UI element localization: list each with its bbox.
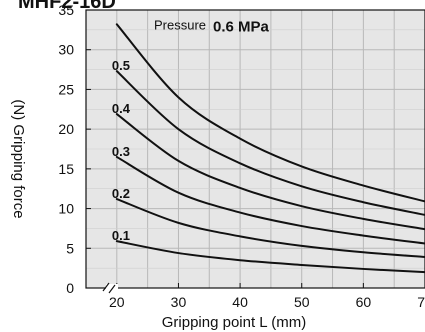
series-lines [115,23,425,274]
x-tick-label: 70 [417,294,425,310]
pressure-label: Pressure [154,17,206,32]
y-tick-label: 25 [58,81,74,97]
y-tick-label: 10 [58,201,74,217]
y-tick-label: 0 [66,280,74,296]
series-line-2 [115,155,425,245]
pressure-value-label: 0.6 MPa [213,18,270,35]
y-tick-label: 35 [58,2,74,18]
y-axis-title: (N) Gripping force [10,99,27,218]
series-labels: 0.1 0.2 0.3 0.4 0.5 Pressure 0.6 MPa [112,17,270,243]
tick-labels: 0 5 10 15 20 25 30 35 20 30 40 50 60 70 [58,2,425,310]
x-tick-label: 20 [109,294,125,310]
series-label: 0.3 [112,144,130,159]
axis-break-stroke [102,282,110,292]
plot-frame [85,9,425,289]
series-line-3 [115,113,425,231]
axis-break-gap [106,284,118,292]
series-line-4 [115,70,425,216]
x-tick-label: 30 [171,294,187,310]
y-tick-label: 20 [58,121,74,137]
y-tick-label: 15 [58,161,74,177]
series-line-1 [115,198,425,259]
x-axis-title: Gripping point L (mm) [162,314,307,331]
x-tick-label: 60 [356,294,372,310]
y-tick-label: 5 [66,240,74,256]
series-line-0 [115,240,425,274]
chart-top-title: MHF2-16D [18,0,116,13]
series-label: 0.2 [112,186,130,201]
series-line-5 [115,23,425,203]
series-label: 0.4 [112,101,131,116]
x-tick-label: 50 [294,294,310,310]
y-tick-label: 30 [58,42,74,58]
axis-break-stroke [108,284,116,294]
x-tick-label: 40 [232,294,248,310]
series-label: 0.5 [112,58,130,73]
axis-break-mark [102,282,118,294]
series-label: 0.1 [112,228,130,243]
